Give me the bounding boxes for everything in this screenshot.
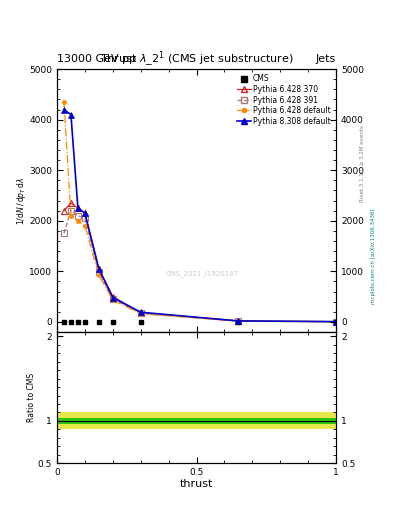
X-axis label: thrust: thrust [180,479,213,488]
Title: Thrust $\lambda\_2^1$ (CMS jet substructure): Thrust $\lambda\_2^1$ (CMS jet substruct… [100,50,293,69]
Y-axis label: $\mathrm{1 / d}N\,/\,\mathrm{d}p_T\,\mathrm{d}\lambda$: $\mathrm{1 / d}N\,/\,\mathrm{d}p_T\,\mat… [15,177,28,225]
Text: Jets: Jets [316,54,336,64]
Text: CMS_2021_I1920187: CMS_2021_I1920187 [165,271,239,278]
Legend: CMS, Pythia 6.428 370, Pythia 6.428 391, Pythia 6.428 default, Pythia 8.308 defa: CMS, Pythia 6.428 370, Pythia 6.428 391,… [235,73,332,127]
Y-axis label: Ratio to CMS: Ratio to CMS [28,373,37,422]
Text: 13000 GeV pp: 13000 GeV pp [57,54,136,64]
Text: Rivet 3.1.10, ≥ 3.2M events: Rivet 3.1.10, ≥ 3.2M events [360,125,365,202]
Text: mcplots.cern.ch [arXiv:1306.3436]: mcplots.cern.ch [arXiv:1306.3436] [371,208,376,304]
